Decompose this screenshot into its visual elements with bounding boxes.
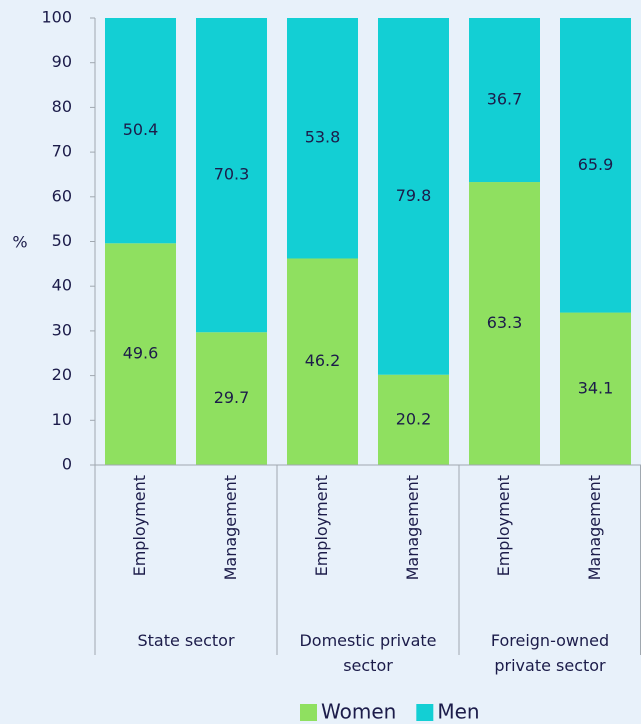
data-label: 70.3 xyxy=(214,165,250,184)
legend-swatch xyxy=(300,704,317,721)
legend-label: Women xyxy=(321,700,396,724)
x-tick-label: Management xyxy=(221,475,240,580)
y-tick-label: 90 xyxy=(52,52,72,71)
data-label: 46.2 xyxy=(305,351,341,370)
y-tick-label: 80 xyxy=(52,97,72,116)
bar-segment xyxy=(378,374,449,465)
x-tick-label: Employment xyxy=(494,475,513,576)
data-label: 29.7 xyxy=(214,388,250,407)
data-label: 50.4 xyxy=(123,120,159,139)
bar-segment xyxy=(105,243,176,465)
group-label: State sector xyxy=(137,631,235,650)
data-label: 36.7 xyxy=(487,90,523,109)
x-tick-label: Employment xyxy=(130,475,149,576)
data-label: 79.8 xyxy=(396,186,432,205)
data-label: 34.1 xyxy=(578,378,614,397)
data-label: 20.2 xyxy=(396,409,432,428)
legend-label: Men xyxy=(437,700,479,724)
bar-segment xyxy=(560,18,631,313)
bar-segment xyxy=(105,18,176,244)
bar-segment xyxy=(469,18,540,183)
y-tick-label: 40 xyxy=(52,276,72,295)
bar-segment xyxy=(378,18,449,375)
y-tick-label: 70 xyxy=(52,142,72,161)
y-tick-label: 100 xyxy=(41,8,72,27)
y-tick-label: 10 xyxy=(52,410,72,429)
bar-segment xyxy=(560,312,631,465)
data-label: 49.6 xyxy=(123,344,159,363)
group-label: Domestic private sector xyxy=(299,631,437,675)
data-label: 53.8 xyxy=(305,128,341,147)
bar-segment xyxy=(469,182,540,465)
legend-swatch xyxy=(416,704,434,721)
y-tick-label: 0 xyxy=(62,455,72,474)
bar-segment xyxy=(196,332,267,465)
y-tick-label: 30 xyxy=(52,320,72,339)
y-tick-label: 20 xyxy=(52,365,72,384)
x-tick-label: Management xyxy=(585,475,604,580)
group-label: Foreign-owned private sector xyxy=(490,631,610,675)
data-label: 65.9 xyxy=(578,155,614,174)
data-label: 63.3 xyxy=(487,313,523,332)
bar-segment xyxy=(287,18,358,259)
x-tick-label: Management xyxy=(403,475,422,580)
y-tick-label: 50 xyxy=(52,231,72,250)
x-tick-label: Employment xyxy=(312,475,331,576)
y-axis-label: % xyxy=(12,233,27,252)
bar-segment xyxy=(196,18,267,333)
bar-segment xyxy=(287,258,358,465)
y-tick-label: 60 xyxy=(52,186,72,205)
